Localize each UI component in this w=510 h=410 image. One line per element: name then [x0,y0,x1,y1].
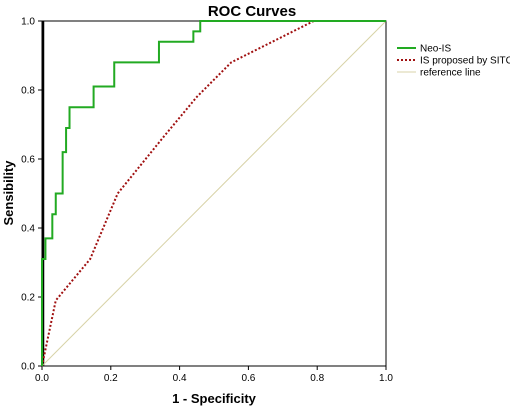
legend-label: IS proposed by SITC [420,56,510,67]
y-tick-label: 0.8 [21,86,35,97]
y-axis-label: Sensibility [1,160,16,226]
y-tick-label: 1.0 [21,17,35,28]
x-tick-label: 0.2 [104,373,118,384]
neo-is-curve [41,20,386,366]
legend-label: reference line [420,68,481,79]
x-tick-label: 0.6 [241,373,255,384]
series-layer [41,20,387,367]
x-tick-label: 0.0 [35,373,49,384]
chart-title: ROC Curves [208,3,296,20]
x-tick-label: 0.8 [310,373,324,384]
reference-line [41,20,387,367]
legend-item-neo-is: Neo-IS [397,44,451,55]
legend-item-sitc: IS proposed by SITC [397,56,510,67]
y-tick-label: 0.0 [21,362,35,373]
x-tick-label: 1.0 [379,373,393,384]
y-tick-label: 0.6 [21,155,35,166]
axis-ticks: 0.0 0.2 0.4 0.6 0.8 1.0 0.0 0.2 0.4 0.6 0.8 1.0 [21,17,393,385]
x-axis-label: 1 - Specificity [172,391,257,406]
sitc-is-curve [41,20,386,367]
legend-label: Neo-IS [420,44,451,55]
legend-item-reference-line: reference line [397,68,481,79]
plot-area: 0.0 0.2 0.4 0.6 0.8 1.0 0.0 0.2 0.4 0.6 0.8 1.0 [21,17,393,385]
y-tick-label: 0.2 [21,293,35,304]
x-tick-label: 0.4 [173,373,187,384]
y-tick-label: 0.4 [21,224,35,235]
